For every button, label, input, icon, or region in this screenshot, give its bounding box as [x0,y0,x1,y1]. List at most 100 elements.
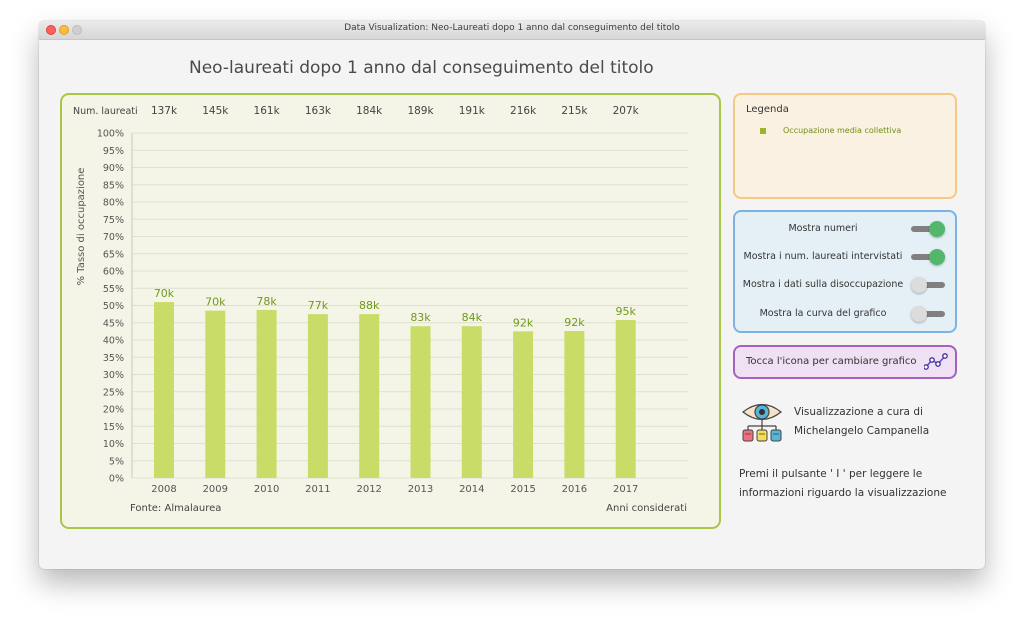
bar-value-label: 77k [308,299,329,312]
bar [256,309,277,478]
legend-panel: Legenda Occupazione media collettiva [733,93,957,199]
graduates-count-label: 145k [202,105,229,117]
y-tick-label: 70% [103,232,124,243]
bar-value-label: 92k [564,316,585,329]
y-tick-label: 20% [103,405,124,416]
bar [513,331,534,478]
legend-item-label: Occupazione media collettiva [783,126,902,135]
bar-value-label: 92k [513,316,534,329]
bar [564,331,585,478]
graduates-count-label: 161k [254,105,281,117]
bar-value-label: 88k [359,299,380,312]
app-window: Data Visualization: Neo-Laureati dopo 1 … [39,21,985,569]
credit-line-1: Visualizzazione a cura di [794,406,923,418]
y-tick-label: 90% [103,163,124,174]
toggle-label: Mostra la curva del grafico [759,308,887,319]
x-tick-label: 2008 [151,484,176,495]
y-tick-label: 45% [103,318,124,329]
credit-line-2: Michelangelo Campanella [794,425,930,437]
x-tick-label: 2010 [254,484,279,495]
x-tick-label: 2012 [356,484,381,495]
y-tick-label: 75% [103,215,124,226]
y-tick-label: 5% [109,456,124,467]
bar-value-label: 70k [154,287,175,300]
change-chart-panel: Tocca l'icona per cambiare grafico [733,345,957,379]
toggle-row-show-curve: Mostra la curva del grafico [735,304,955,324]
graduates-count-label: 215k [561,105,588,117]
legend-swatch [760,128,766,134]
bar-chart: 0% 5% 10% 15% 20% 25% 30% 35% 40% 45% 50% 55% 60% 65%… [73,105,688,514]
bar [359,314,380,478]
info-text: Premi il pulsante ' I ' per leggere le i… [739,465,946,503]
y-tick-label: 85% [103,180,124,191]
bar [154,302,174,478]
x-tick-label: 2017 [613,484,638,495]
y-tick-label: 60% [103,267,124,278]
show-graduates-switch[interactable] [911,249,945,265]
info-line-2: informazioni riguardo la visualizzazione [739,487,947,499]
y-tick-label: 10% [103,439,124,450]
bar [307,314,328,478]
graduates-count-label: 184k [356,105,383,117]
bar-value-label: 84k [462,311,483,324]
x-tick-label: 2013 [408,484,433,495]
close-window-button[interactable] [46,25,56,35]
show-numbers-switch[interactable] [911,221,945,237]
line-chart-icon[interactable] [924,353,948,371]
source-label: Fonte: Almalaurea [130,503,221,514]
graduates-count-label: 191k [459,105,486,117]
page-title: Neo-laureati dopo 1 anno dal conseguimen… [189,58,654,78]
y-tick-label: 50% [103,301,124,312]
bar [205,310,226,478]
bar-value-label: 70k [205,296,226,309]
y-tick-label: 100% [97,129,124,140]
toggle-label: Mostra numeri [788,223,858,234]
bar-value-label: 83k [410,311,431,324]
y-tick-label: 65% [103,249,124,260]
legend-title: Legenda [746,104,789,115]
x-tick-label: 2016 [562,484,587,495]
y-tick-label: 15% [103,422,124,433]
y-tick-label: 80% [103,198,124,209]
window-title: Data Visualization: Neo-Laureati dopo 1 … [344,23,680,33]
show-unemployment-switch[interactable] [911,277,945,293]
x-axis-title: Anni considerati [606,503,687,514]
x-tick-label: 2014 [459,484,484,495]
options-panel: Mostra numeri Mostra i num. laureati int… [733,210,957,333]
graduates-count-label: 137k [151,105,178,117]
x-tick-label: 2011 [305,484,330,495]
bar [410,326,431,478]
y-tick-label: 25% [103,387,124,398]
credit-text: Visualizzazione a cura di Michelangelo C… [794,403,929,441]
toggle-row-show-numbers: Mostra numeri [735,219,955,239]
graduates-count-label: 189k [407,105,434,117]
y-tick-label: 95% [103,146,124,157]
x-tick-label: 2009 [203,484,228,495]
toggle-row-show-graduates: Mostra i num. laureati intervistati [735,247,955,267]
change-chart-label: Tocca l'icona per cambiare grafico [746,356,917,367]
x-tick-label: 2015 [510,484,535,495]
toggle-label: Mostra i num. laureati intervistati [743,251,903,262]
info-line-1: Premi il pulsante ' I ' per leggere le [739,468,923,480]
minimize-window-button[interactable] [59,25,69,35]
title-bar: Data Visualization: Neo-Laureati dopo 1 … [39,21,985,40]
y-tick-label: 40% [103,336,124,347]
graduates-header-label: Num. laureati [73,106,138,117]
y-tick-label: 0% [109,474,124,485]
y-tick-label: 35% [103,353,124,364]
graduates-count-label: 216k [510,105,537,117]
toggle-row-show-unemployment: Mostra i dati sulla disoccupazione [735,275,955,295]
maximize-window-button[interactable] [72,25,82,35]
graduates-count-label: 207k [613,105,640,117]
graduates-count-label: 163k [305,105,332,117]
eye-data-icon [742,403,782,442]
y-axis-title: % Tasso di occupazione [76,168,87,286]
toggle-label: Mostra i dati sulla disoccupazione [742,279,904,290]
bar [461,326,482,478]
bar-value-label: 95k [616,305,637,318]
chart-panel: 0% 5% 10% 15% 20% 25% 30% 35% 40% 45% 50% 55% 60% 65%… [60,93,721,529]
show-curve-switch[interactable] [911,306,945,322]
y-tick-label: 55% [103,284,124,295]
y-tick-label: 30% [103,370,124,381]
bar-value-label: 78k [256,295,277,308]
